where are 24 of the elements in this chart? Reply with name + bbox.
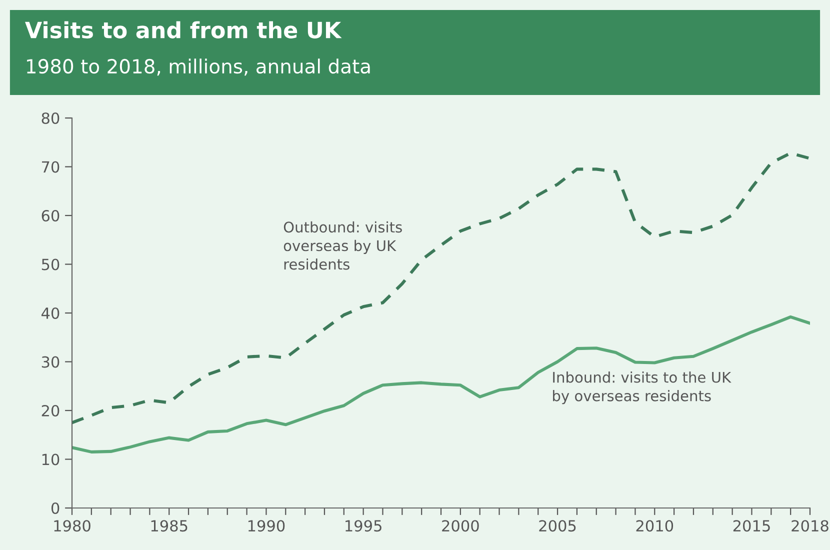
y-tick-label: 80 — [42, 112, 60, 124]
x-tick-label: 1990 — [248, 520, 285, 532]
x-tick-label: 2015 — [733, 520, 770, 532]
x-tick-label: 2005 — [539, 520, 576, 532]
y-tick-label: 70 — [42, 161, 60, 173]
y-tick-label: 0 — [51, 502, 60, 514]
x-tick-label: 2000 — [442, 520, 479, 532]
y-tick-label: 20 — [42, 404, 60, 417]
y-tick-label: 60 — [42, 210, 60, 222]
series-label: Outbound: visits overseas by UK residents — [284, 221, 402, 270]
y-tick-label: 10 — [42, 454, 60, 466]
x-tick-label: 2010 — [636, 520, 674, 532]
series-label: Inbound: visits to the UK by overseas residents — [553, 372, 732, 404]
y-tick-label: 50 — [42, 258, 60, 270]
y-tick-label: 40 — [42, 307, 60, 320]
x-tick-label: 1980 — [54, 520, 90, 532]
line-series — [72, 152, 810, 424]
x-tick-label: 1995 — [346, 520, 382, 532]
chart-subtitle: 1980 to 2018, millions, annual data — [27, 58, 370, 76]
line-series — [72, 315, 810, 454]
y-tick-label: 30 — [42, 356, 60, 368]
x-tick-label: 1985 — [151, 520, 188, 532]
x-tick-label: 2018 — [792, 520, 828, 532]
chart-title: Visits to and from the UK — [25, 21, 342, 38]
